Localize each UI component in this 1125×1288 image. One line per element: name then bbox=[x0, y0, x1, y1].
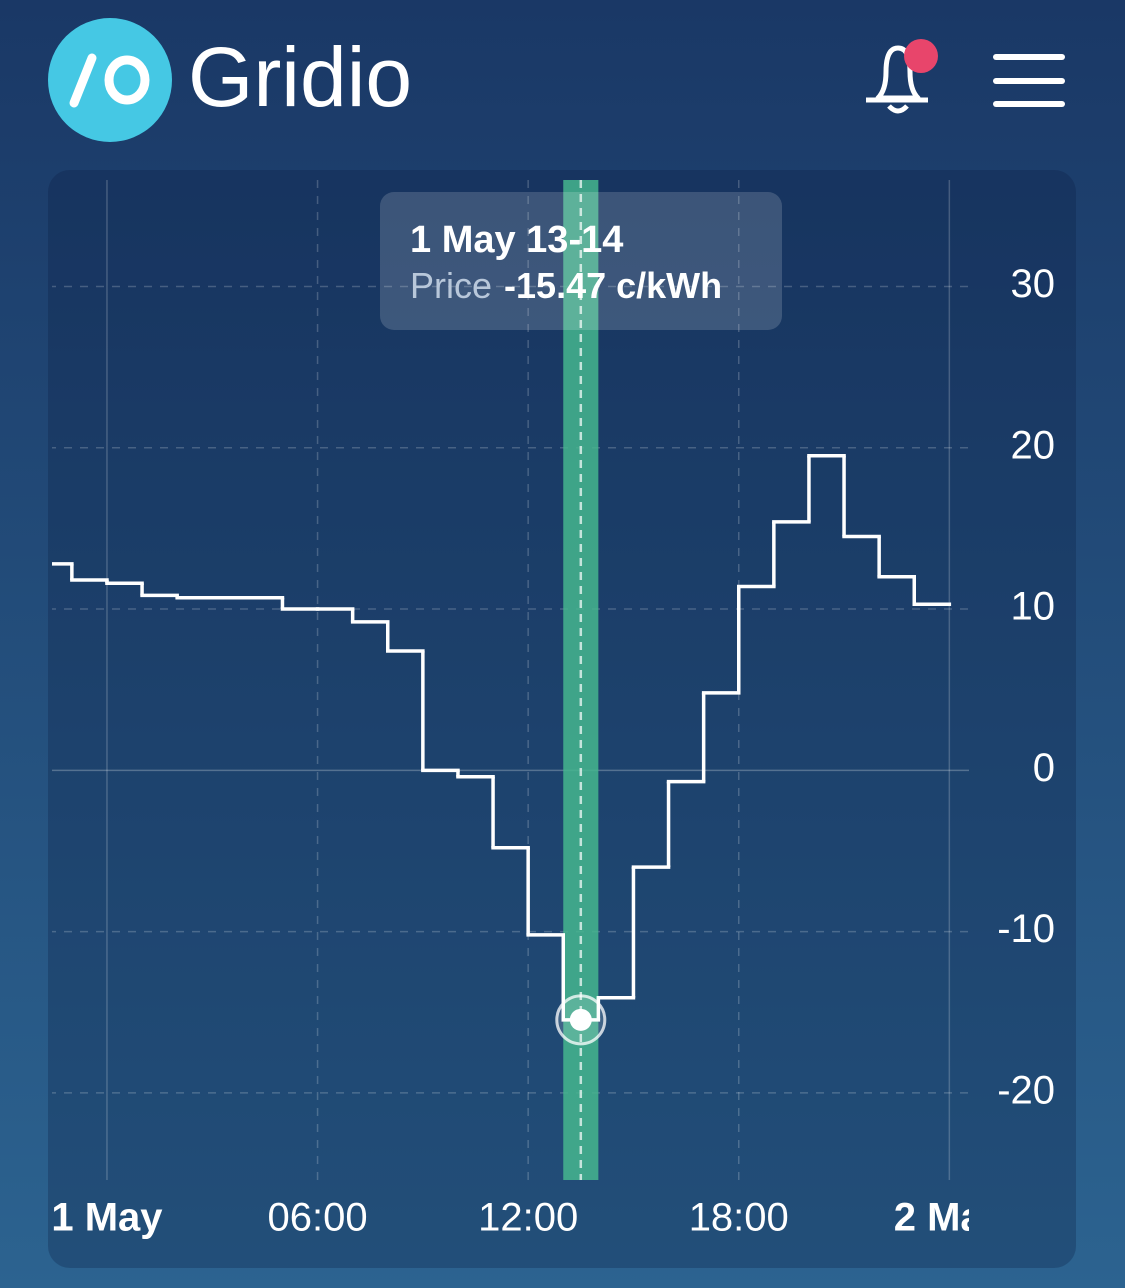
tooltip-box bbox=[380, 192, 782, 330]
notification-dot bbox=[904, 39, 938, 73]
brand: Gridio bbox=[188, 30, 412, 124]
y-tick-label: 20 bbox=[1011, 423, 1056, 467]
x-tick-label: 1 May bbox=[51, 1196, 163, 1240]
tooltip-value: -15.47 c/kWh bbox=[504, 265, 722, 306]
plot: 1 May 06:00 12:00 18:00 2 May bbox=[51, 180, 1006, 1240]
tooltip-title: 1 May 13-14 bbox=[410, 219, 623, 261]
y-tick-label: 10 bbox=[1011, 585, 1056, 629]
y-tick-label: -20 bbox=[997, 1068, 1055, 1112]
tooltip-line: Price -15.47 c/kWh bbox=[410, 265, 722, 306]
x-tick-label: 12:00 bbox=[478, 1196, 578, 1240]
bell-body bbox=[875, 45, 921, 101]
tooltip-label: Price bbox=[410, 265, 492, 306]
menu-button[interactable] bbox=[993, 54, 1065, 107]
x-tick-label: 18:00 bbox=[689, 1196, 789, 1240]
y-tick-label: 30 bbox=[1011, 262, 1056, 306]
chart-panel bbox=[48, 170, 1076, 1268]
logo-o bbox=[104, 55, 150, 105]
bell-clapper bbox=[887, 104, 909, 114]
x-tick-label: 2 May bbox=[894, 1196, 1006, 1240]
logo-slash bbox=[69, 53, 97, 108]
notification-bell[interactable] bbox=[866, 39, 938, 114]
x-tick-label: 06:00 bbox=[268, 1196, 368, 1240]
y-tick-label: 0 bbox=[1033, 746, 1055, 790]
marker-dot bbox=[569, 1008, 592, 1031]
y-tick-label: -10 bbox=[997, 907, 1055, 951]
logo[interactable] bbox=[48, 18, 172, 142]
